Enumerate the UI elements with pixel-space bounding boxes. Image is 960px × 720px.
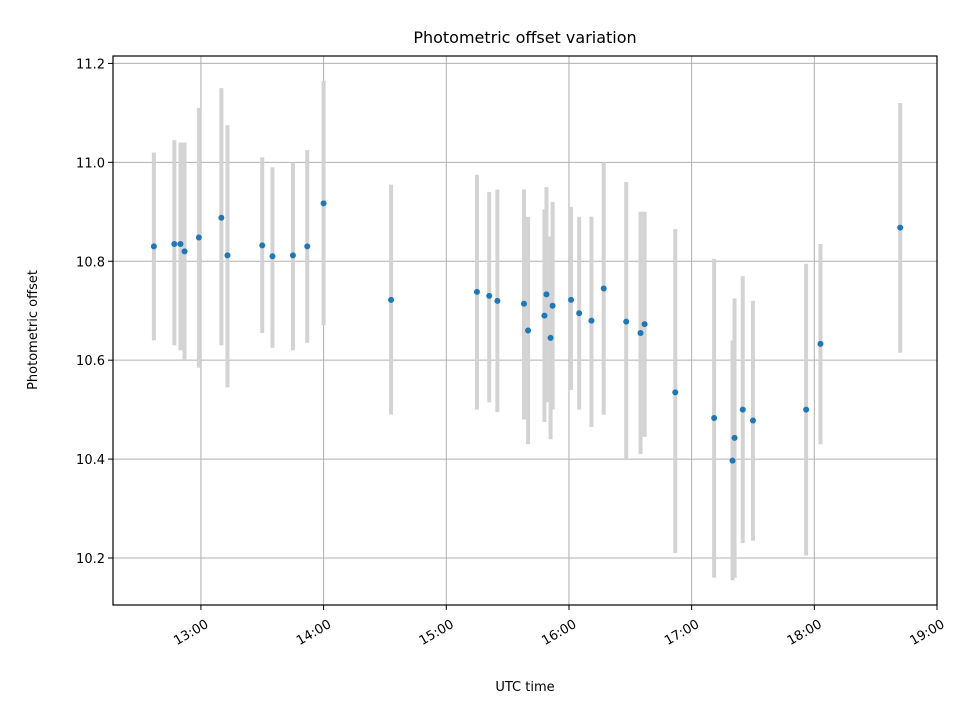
y-tick-label: 10.6	[76, 354, 105, 369]
y-tick-label: 11.2	[76, 57, 105, 72]
y-axis-label: Photometric offset	[26, 270, 41, 390]
data-point	[304, 243, 311, 250]
data-point	[817, 340, 824, 347]
data-point	[525, 327, 532, 334]
data-point	[749, 417, 756, 424]
data-point	[269, 253, 276, 260]
data-point	[641, 321, 648, 328]
data-point	[739, 406, 746, 413]
data-point	[568, 296, 575, 303]
data-point	[320, 200, 327, 207]
data-point	[259, 242, 266, 249]
data-point	[520, 300, 527, 307]
data-point	[803, 406, 810, 413]
y-tick-label: 10.2	[76, 552, 105, 567]
data-point	[729, 457, 736, 464]
plot-frame	[112, 55, 938, 606]
data-point	[711, 415, 718, 422]
data-point	[637, 329, 644, 336]
data-point	[576, 310, 583, 317]
data-point	[224, 252, 231, 259]
data-point	[177, 240, 184, 247]
data-point	[218, 214, 225, 221]
data-point	[486, 292, 493, 299]
data-point	[543, 291, 550, 298]
data-point	[549, 302, 556, 309]
y-tick-label: 11.0	[76, 156, 105, 171]
data-point	[171, 240, 178, 247]
data-point	[672, 389, 679, 396]
y-tick-label: 10.4	[76, 453, 105, 468]
data-point	[731, 434, 738, 441]
data-point	[588, 317, 595, 324]
data-point	[623, 318, 630, 325]
data-point	[494, 297, 501, 304]
data-point	[473, 288, 480, 295]
data-point	[897, 224, 904, 231]
data-point	[150, 243, 157, 250]
chart-title: Photometric offset variation	[413, 28, 636, 47]
y-tick-label: 10.8	[76, 255, 105, 270]
data-point	[195, 234, 202, 241]
data-point	[181, 248, 188, 255]
data-point	[289, 252, 296, 259]
data-points	[150, 200, 904, 464]
data-point	[388, 296, 395, 303]
data-point	[541, 312, 548, 319]
data-point	[547, 334, 554, 341]
x-axis-label: UTC time	[495, 680, 554, 695]
y-axis-ticks: 10.2 10.4 10.6 10.8 11.0 11.2	[76, 57, 113, 567]
data-point	[600, 285, 607, 292]
